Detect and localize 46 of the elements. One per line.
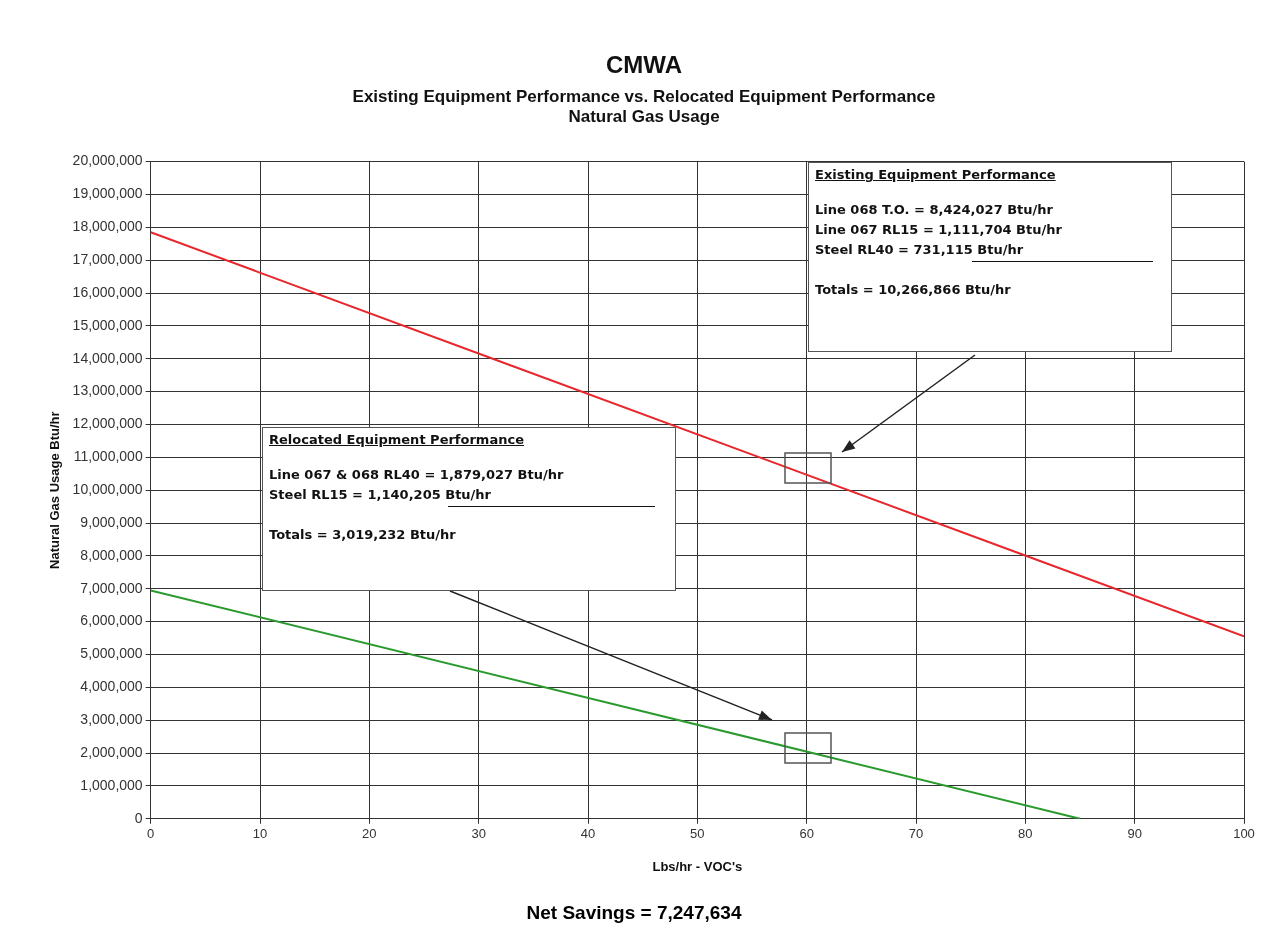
y-tick-label: 8,000,000 — [80, 546, 143, 563]
x-tick-label: 10 — [252, 826, 268, 842]
y-tick-label: 20,000,000 — [72, 152, 143, 169]
y-tick-label: 0 — [134, 809, 143, 826]
x-tick-label: 70 — [908, 826, 924, 842]
x-tick-label: 20 — [362, 826, 377, 842]
x-tick-label: 30 — [471, 826, 486, 842]
y-tick-label: 4,000,000 — [80, 678, 143, 695]
annotation: Existing Equipment Performance — [815, 167, 1057, 182]
y-tick-label: 7,000,000 — [80, 579, 143, 596]
annotation: Relocated Equipment Performance — [269, 432, 525, 447]
x-tick-label: 60 — [799, 826, 814, 842]
x-tick-label: 0 — [147, 826, 155, 842]
y-tick-label: 14,000,000 — [72, 349, 143, 366]
y-tick-label: 15,000,000 — [72, 316, 143, 333]
x-axis-title: Lbs/hr - VOC's — [652, 858, 743, 874]
y-tick-label: 5,000,000 — [80, 645, 143, 662]
annotation: Totals = 3,019,232 Btu/hr — [269, 526, 457, 544]
y-axis-title: Natural Gas Usage Btu/hr — [47, 411, 63, 569]
x-tick-label: 80 — [1018, 826, 1033, 842]
annotation: Steel RL15 = 1,140,205 Btu/hr — [269, 486, 493, 504]
x-tick-label: 100 — [1233, 826, 1255, 842]
annotation: Line 067 RL15 = 1,111,704 Btu/hr — [815, 221, 1063, 239]
y-tick-label: 10,000,000 — [72, 481, 143, 498]
y-tick-label: 16,000,000 — [72, 283, 143, 300]
y-tick-label: 13,000,000 — [72, 382, 143, 399]
y-tick-label: 19,000,000 — [72, 185, 143, 202]
x-tick-label: 40 — [580, 826, 596, 842]
y-tick-label: 6,000,000 — [80, 612, 143, 629]
annotation: Steel RL40 = 731,115 Btu/hr — [815, 241, 1025, 259]
chart-title: CMWA — [606, 51, 682, 79]
annotation: Line 068 T.O. = 8,424,027 Btu/hr — [815, 201, 1054, 219]
text: Net Savings = 7,247,634 — [525, 902, 743, 924]
y-tick-label: 9,000,000 — [80, 513, 143, 530]
y-tick-label: 11,000,000 — [73, 448, 143, 465]
annotation: Totals = 10,266,866 Btu/hr — [815, 281, 1012, 299]
x-tick-label: 90 — [1127, 826, 1142, 842]
y-tick-label: 3,000,000 — [80, 711, 143, 728]
y-tick-label: 17,000,000 — [72, 251, 143, 268]
y-tick-label: 2,000,000 — [80, 743, 143, 760]
y-tick-label: 18,000,000 — [72, 218, 143, 235]
chart-subtitle: Existing Equipment Performance vs. Relocated Equipment Performance Natural Gas Usage — [352, 86, 936, 127]
annotation: Line 067 & 068 RL40 = 1,879,027 Btu/hr — [269, 466, 565, 484]
x-tick-label: 50 — [690, 826, 705, 842]
y-tick-label: 1,000,000 — [80, 776, 143, 793]
y-tick-label: 12,000,000 — [72, 415, 143, 432]
